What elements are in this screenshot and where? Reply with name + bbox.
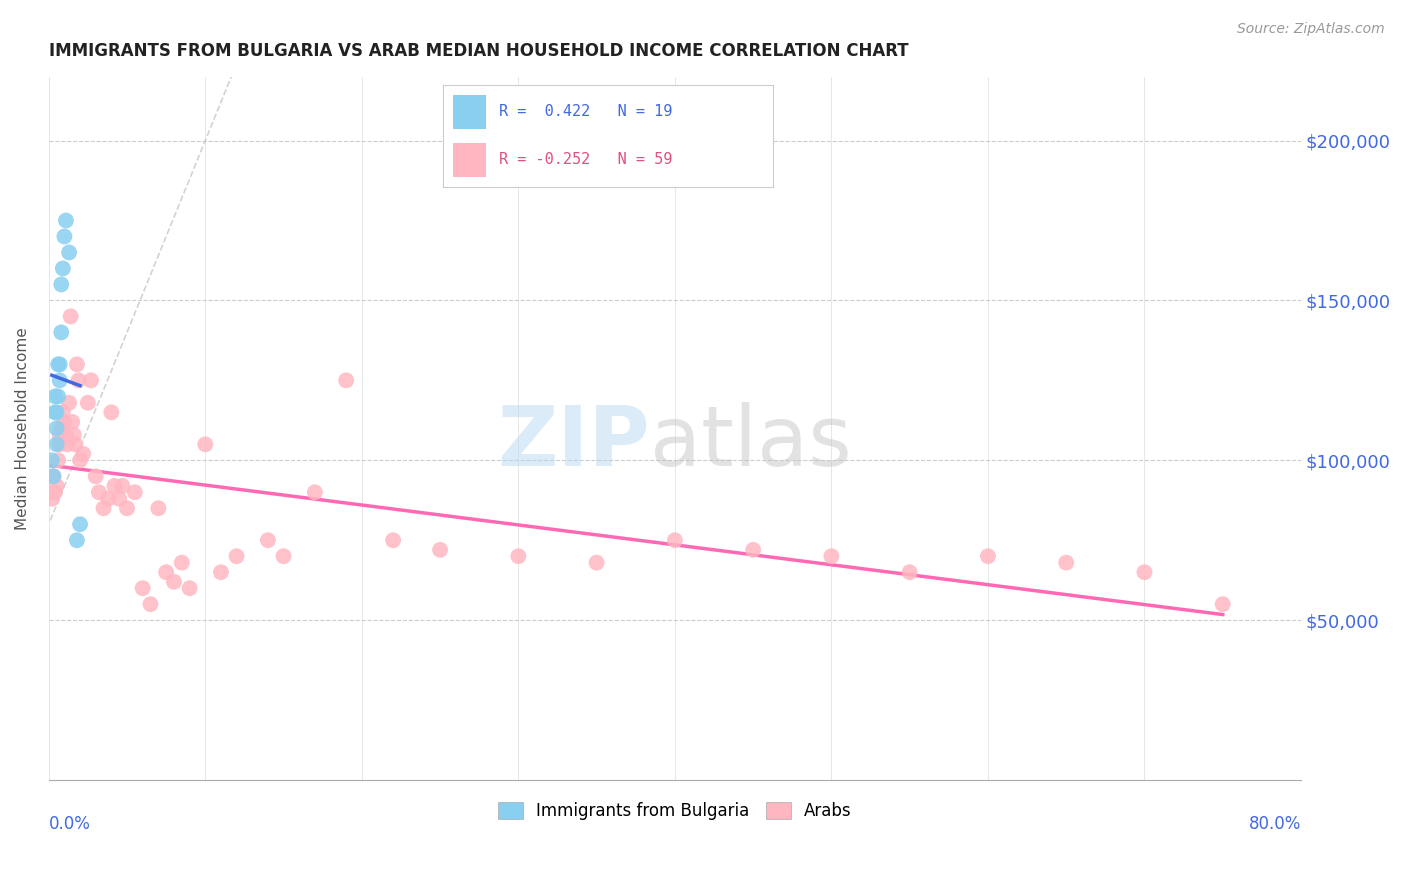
Text: Source: ZipAtlas.com: Source: ZipAtlas.com	[1237, 22, 1385, 37]
Point	[45, 437, 67, 451]
Point	[429, 542, 451, 557]
Bar	[453, 95, 486, 128]
Point	[257, 533, 280, 548]
Point	[53, 415, 76, 429]
Point	[51, 326, 73, 340]
Point	[163, 574, 186, 589]
Point	[66, 533, 89, 548]
Point	[44, 405, 66, 419]
Point	[80, 373, 103, 387]
Point	[115, 501, 138, 516]
Point	[124, 485, 146, 500]
Point	[77, 396, 100, 410]
Point	[72, 447, 94, 461]
Legend: Immigrants from Bulgaria, Arabs: Immigrants from Bulgaria, Arabs	[489, 793, 860, 828]
Point	[194, 437, 217, 451]
Y-axis label: Median Household Income: Median Household Income	[15, 327, 30, 530]
Point	[65, 437, 87, 451]
Point	[46, 389, 69, 403]
Point	[53, 229, 76, 244]
Point	[273, 549, 295, 564]
Point	[44, 389, 66, 403]
Point	[1054, 556, 1077, 570]
Point	[55, 427, 77, 442]
Point	[48, 437, 70, 451]
Point	[108, 491, 131, 506]
Point	[58, 245, 80, 260]
Point	[56, 437, 79, 451]
Point	[45, 405, 67, 419]
Point	[148, 501, 170, 516]
Point	[87, 485, 110, 500]
Point	[742, 542, 765, 557]
Point	[225, 549, 247, 564]
Point	[51, 421, 73, 435]
Point	[41, 491, 63, 506]
Point	[67, 373, 90, 387]
Point	[58, 396, 80, 410]
Point	[69, 453, 91, 467]
Point	[820, 549, 842, 564]
Point	[1212, 597, 1234, 611]
Point	[139, 597, 162, 611]
Point	[111, 479, 134, 493]
Point	[170, 556, 193, 570]
Point	[45, 479, 67, 493]
Point	[977, 549, 1000, 564]
Point	[898, 565, 921, 579]
Point	[66, 357, 89, 371]
Point	[100, 405, 122, 419]
Text: atlas: atlas	[650, 402, 852, 483]
Point	[42, 469, 65, 483]
Point	[44, 485, 66, 500]
Point	[69, 517, 91, 532]
Point	[155, 565, 177, 579]
Point	[55, 213, 77, 227]
Point	[51, 277, 73, 292]
Point	[93, 501, 115, 516]
Point	[41, 453, 63, 467]
Text: 80.0%: 80.0%	[1249, 815, 1301, 833]
Point	[335, 373, 357, 387]
Text: 0.0%: 0.0%	[49, 815, 90, 833]
Point	[48, 357, 70, 371]
Point	[209, 565, 232, 579]
Text: R =  0.422   N = 19: R = 0.422 N = 19	[499, 104, 672, 120]
Point	[179, 581, 201, 595]
Point	[508, 549, 530, 564]
Point	[131, 581, 153, 595]
Point	[1133, 565, 1156, 579]
Point	[664, 533, 686, 548]
Point	[84, 469, 107, 483]
Point	[382, 533, 405, 548]
Point	[103, 479, 125, 493]
Point	[52, 405, 75, 419]
Point	[42, 469, 65, 483]
Point	[585, 556, 607, 570]
Point	[60, 415, 83, 429]
Text: R = -0.252   N = 59: R = -0.252 N = 59	[499, 152, 672, 167]
Point	[48, 373, 70, 387]
Point	[97, 491, 120, 506]
Point	[304, 485, 326, 500]
Text: ZIP: ZIP	[498, 402, 650, 483]
Point	[52, 261, 75, 276]
Point	[46, 453, 69, 467]
Text: IMMIGRANTS FROM BULGARIA VS ARAB MEDIAN HOUSEHOLD INCOME CORRELATION CHART: IMMIGRANTS FROM BULGARIA VS ARAB MEDIAN …	[49, 42, 908, 60]
Point	[62, 427, 84, 442]
Bar	[453, 144, 486, 177]
Point	[48, 427, 70, 442]
Point	[59, 310, 82, 324]
Point	[46, 357, 69, 371]
Point	[45, 421, 67, 435]
